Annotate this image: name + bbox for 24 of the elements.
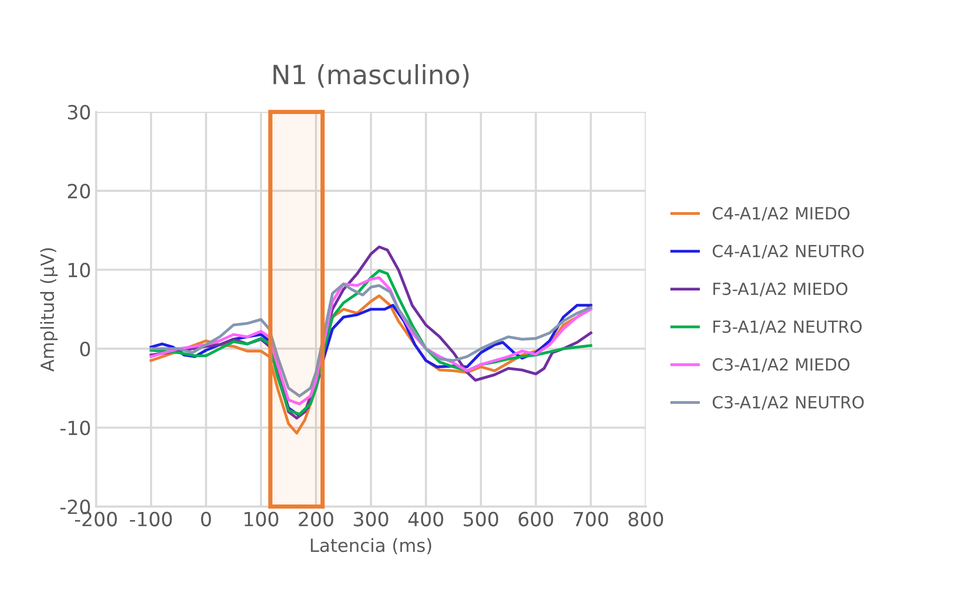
x-tick-label: 400 bbox=[408, 512, 444, 526]
x-tick-label: 500 bbox=[464, 512, 498, 526]
x-tick-label: 700 bbox=[574, 512, 608, 526]
legend-label: C4-A1/A2 MIEDO bbox=[712, 206, 850, 221]
chart-title: N1 (masculino) bbox=[274, 64, 469, 88]
x-tick-label: 300 bbox=[354, 512, 388, 526]
x-tick-label: 0 bbox=[201, 512, 211, 526]
y-axis-title: Amplitud (µV) bbox=[40, 248, 58, 372]
y-tick-label: 0 bbox=[80, 342, 90, 356]
legend-label: C3-A1/A2 MIEDO bbox=[712, 358, 850, 372]
x-tick-label: 100 bbox=[244, 512, 278, 526]
y-tick-label: 10 bbox=[68, 262, 90, 278]
x-tick-label: 600 bbox=[518, 512, 554, 526]
legend-label: F3-A1/A2 NEUTRO bbox=[713, 320, 862, 334]
y-tick-label: 30 bbox=[68, 104, 90, 120]
legend-label: F3-A1/A2 MIEDO bbox=[713, 282, 848, 296]
legend-label: C3-A1/A2 NEUTRO bbox=[712, 396, 864, 410]
x-tick-label: 800 bbox=[628, 512, 664, 526]
legend-label: C4-A1/A2 NEUTRO bbox=[712, 244, 864, 259]
y-tick-label: 20 bbox=[68, 184, 90, 198]
x-axis-title: Latencia (ms) bbox=[310, 538, 432, 554]
y-tick-label: -10 bbox=[60, 420, 90, 436]
x-tick-label: -100 bbox=[130, 512, 172, 526]
x-tick-label: 200 bbox=[298, 512, 334, 526]
